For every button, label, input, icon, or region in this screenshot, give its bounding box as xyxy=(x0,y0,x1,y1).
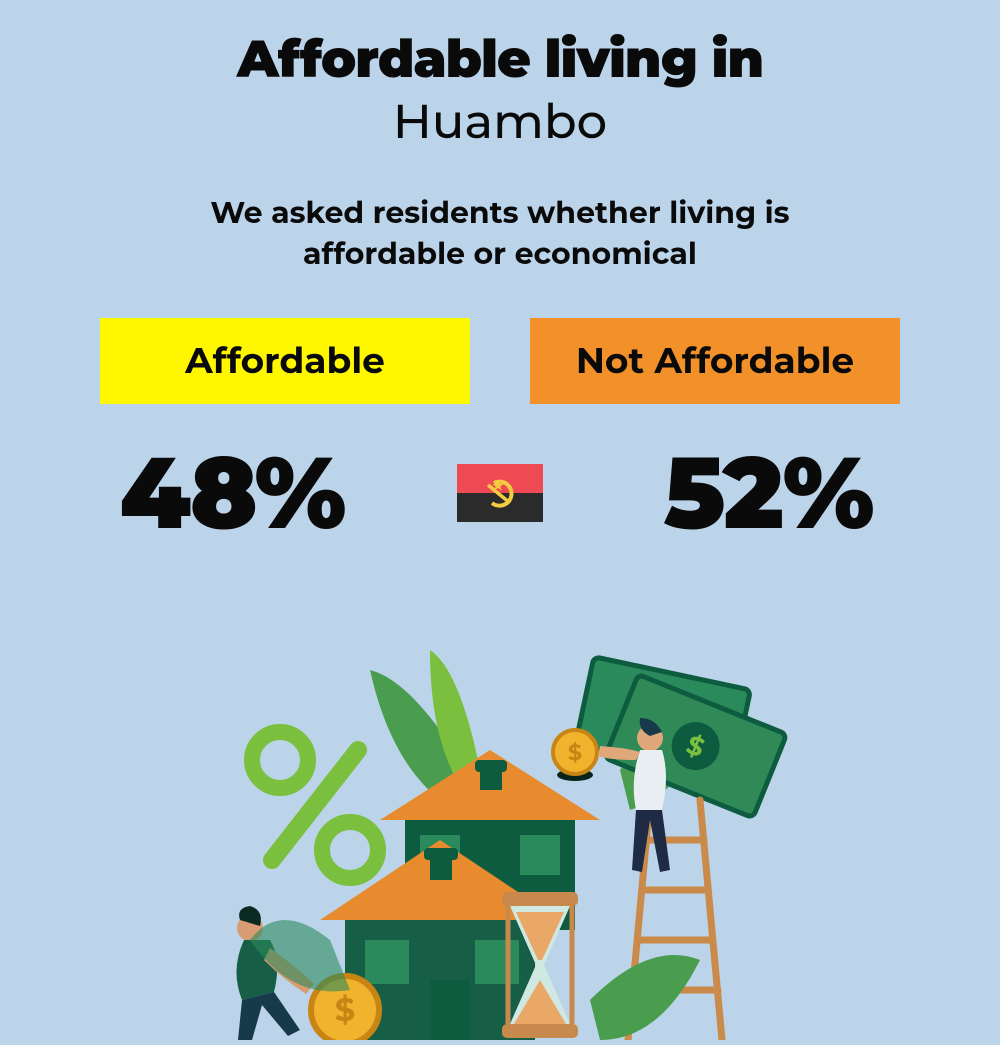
angola-flag-icon xyxy=(457,464,543,522)
svg-text:$: $ xyxy=(335,991,355,1030)
subtitle: We asked residents whether living is aff… xyxy=(0,193,1000,274)
not-affordable-label: Not Affordable xyxy=(576,339,854,383)
title-line2: Huambo xyxy=(0,93,1000,151)
svg-text:$: $ xyxy=(568,739,582,766)
affordable-value: 48% xyxy=(47,432,417,554)
affordable-box: Affordable xyxy=(100,318,470,404)
title-line1: Affordable living in xyxy=(0,28,1000,91)
subtitle-line1: We asked residents whether living is xyxy=(0,193,1000,234)
result-boxes: Affordable Not Affordable xyxy=(0,318,1000,404)
flag-emblem-icon xyxy=(480,473,520,513)
affordable-label: Affordable xyxy=(185,339,385,383)
housing-illustration: $ $ $ xyxy=(180,640,820,1040)
subtitle-line2: affordable or economical xyxy=(0,234,1000,275)
cash-icon: $ $ xyxy=(575,657,786,818)
not-affordable-value: 52% xyxy=(583,432,953,554)
not-affordable-box: Not Affordable xyxy=(530,318,900,404)
coin-slot-icon: $ xyxy=(553,730,597,781)
result-values: 48% 52% xyxy=(0,432,1000,554)
percent-icon xyxy=(252,732,378,878)
